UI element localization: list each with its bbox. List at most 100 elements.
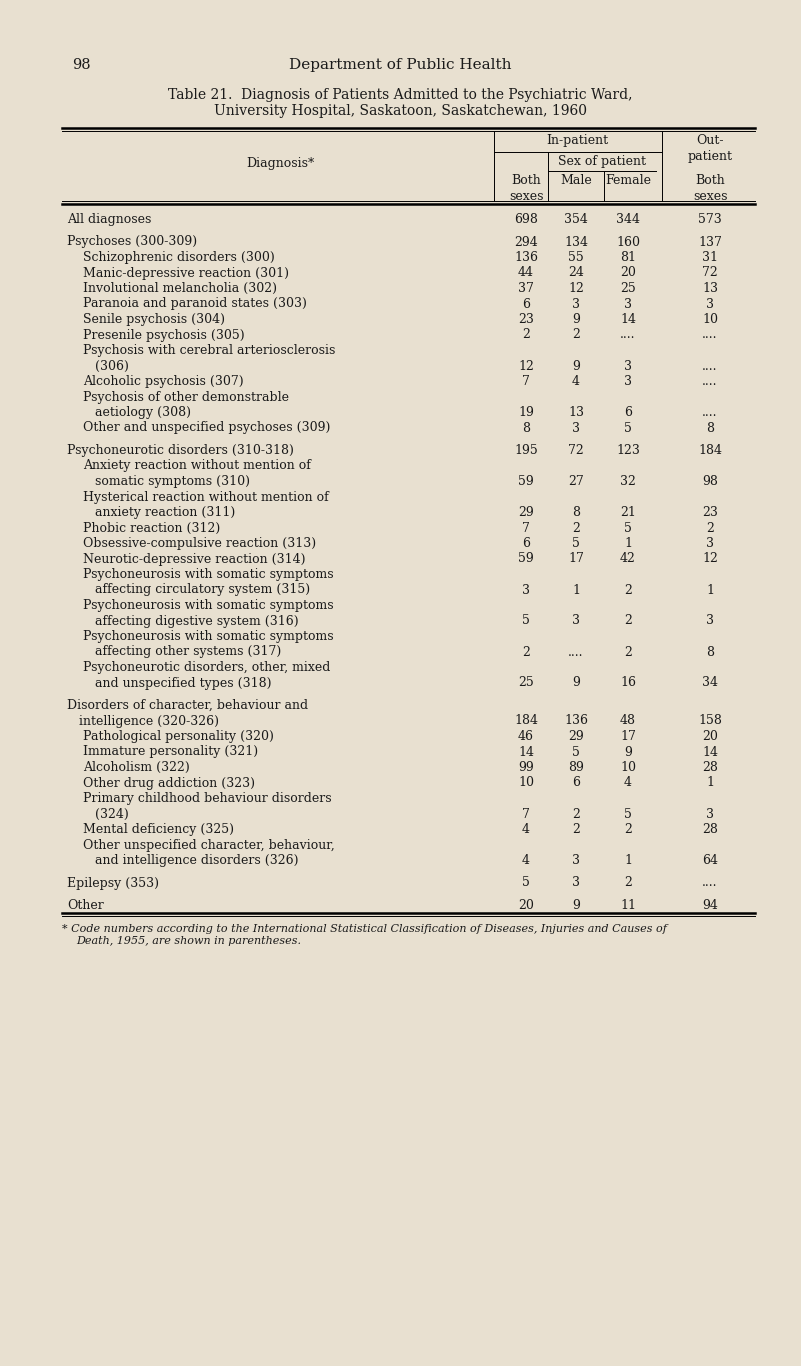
Text: Hysterical reaction without mention of: Hysterical reaction without mention of	[83, 490, 328, 504]
Text: Obsessive-compulsive reaction (313): Obsessive-compulsive reaction (313)	[83, 537, 316, 550]
Text: Mental deficiency (325): Mental deficiency (325)	[83, 822, 234, 836]
Text: 27: 27	[568, 475, 584, 488]
Text: somatic symptoms (310): somatic symptoms (310)	[83, 475, 250, 488]
Text: 98: 98	[702, 475, 718, 488]
Text: 1: 1	[624, 537, 632, 550]
Text: 184: 184	[514, 714, 538, 728]
Text: 13: 13	[702, 281, 718, 295]
Text: Pathological personality (320): Pathological personality (320)	[83, 729, 274, 743]
Text: 3: 3	[706, 807, 714, 821]
Text: 4: 4	[572, 376, 580, 388]
Text: 20: 20	[518, 899, 534, 912]
Text: 3: 3	[706, 298, 714, 310]
Text: 21: 21	[620, 505, 636, 519]
Text: 6: 6	[624, 406, 632, 419]
Text: 19: 19	[518, 406, 534, 419]
Text: Both
sexes: Both sexes	[509, 173, 543, 204]
Text: (306): (306)	[83, 359, 129, 373]
Text: ....: ....	[702, 877, 718, 889]
Text: ....: ....	[702, 406, 718, 419]
Text: 7: 7	[522, 522, 530, 534]
Text: 48: 48	[620, 714, 636, 728]
Text: 11: 11	[620, 899, 636, 912]
Text: Table 21.  Diagnosis of Patients Admitted to the Psychiatric Ward,: Table 21. Diagnosis of Patients Admitted…	[167, 87, 632, 102]
Text: 9: 9	[624, 746, 632, 758]
Text: 12: 12	[702, 552, 718, 566]
Text: ....: ....	[702, 359, 718, 373]
Text: 14: 14	[620, 313, 636, 326]
Text: 134: 134	[564, 235, 588, 249]
Text: Phobic reaction (312): Phobic reaction (312)	[83, 522, 220, 534]
Text: 99: 99	[518, 761, 534, 775]
Text: Psychosis with cerebral arteriosclerosis: Psychosis with cerebral arteriosclerosis	[83, 344, 336, 357]
Text: 13: 13	[568, 406, 584, 419]
Text: 354: 354	[564, 213, 588, 225]
Text: affecting digestive system (316): affecting digestive system (316)	[83, 615, 299, 627]
Text: Other and unspecified psychoses (309): Other and unspecified psychoses (309)	[83, 422, 330, 434]
Text: Psychoneurotic disorders, other, mixed: Psychoneurotic disorders, other, mixed	[83, 661, 330, 673]
Text: 1: 1	[624, 854, 632, 867]
Text: 72: 72	[702, 266, 718, 280]
Text: Diagnosis*: Diagnosis*	[246, 157, 314, 171]
Text: Sex of patient: Sex of patient	[558, 154, 646, 168]
Text: 2: 2	[624, 583, 632, 597]
Text: 14: 14	[702, 746, 718, 758]
Text: 64: 64	[702, 854, 718, 867]
Text: 29: 29	[518, 505, 534, 519]
Text: 160: 160	[616, 235, 640, 249]
Text: 3: 3	[624, 376, 632, 388]
Text: 3: 3	[706, 537, 714, 550]
Text: 2: 2	[624, 877, 632, 889]
Text: ....: ....	[702, 328, 718, 342]
Text: Disorders of character, behaviour and: Disorders of character, behaviour and	[67, 699, 308, 712]
Text: Primary childhood behaviour disorders: Primary childhood behaviour disorders	[83, 792, 332, 805]
Text: 3: 3	[572, 854, 580, 867]
Text: Senile psychosis (304): Senile psychosis (304)	[83, 313, 225, 326]
Text: ....: ....	[620, 328, 636, 342]
Text: 12: 12	[518, 359, 534, 373]
Text: 5: 5	[572, 537, 580, 550]
Text: 3: 3	[624, 359, 632, 373]
Text: 698: 698	[514, 213, 538, 225]
Text: 81: 81	[620, 251, 636, 264]
Text: 1: 1	[706, 776, 714, 790]
Text: 4: 4	[522, 854, 530, 867]
Text: 158: 158	[698, 714, 722, 728]
Text: Alcoholism (322): Alcoholism (322)	[83, 761, 190, 775]
Text: affecting circulatory system (315): affecting circulatory system (315)	[83, 583, 310, 597]
Text: Male: Male	[560, 173, 592, 187]
Text: Psychosis of other demonstrable: Psychosis of other demonstrable	[83, 391, 289, 403]
Text: (324): (324)	[83, 807, 129, 821]
Text: 23: 23	[518, 313, 534, 326]
Text: Manic-depressive reaction (301): Manic-depressive reaction (301)	[83, 266, 289, 280]
Text: Other: Other	[67, 899, 104, 912]
Text: 6: 6	[522, 537, 530, 550]
Text: 9: 9	[572, 359, 580, 373]
Text: Epilepsy (353): Epilepsy (353)	[67, 877, 159, 889]
Text: 20: 20	[620, 266, 636, 280]
Text: Anxiety reaction without mention of: Anxiety reaction without mention of	[83, 459, 311, 473]
Text: Alcoholic psychosis (307): Alcoholic psychosis (307)	[83, 376, 244, 388]
Text: 29: 29	[568, 729, 584, 743]
Text: 12: 12	[568, 281, 584, 295]
Text: 2: 2	[624, 615, 632, 627]
Text: 94: 94	[702, 899, 718, 912]
Text: and intelligence disorders (326): and intelligence disorders (326)	[83, 854, 299, 867]
Text: 2: 2	[522, 646, 530, 658]
Text: 28: 28	[702, 761, 718, 775]
Text: 3: 3	[522, 583, 530, 597]
Text: Psychoneurotic disorders (310-318): Psychoneurotic disorders (310-318)	[67, 444, 294, 458]
Text: 44: 44	[518, 266, 534, 280]
Text: 1: 1	[706, 583, 714, 597]
Text: * Code numbers according to the International Statistical Classification of Dise: * Code numbers according to the Internat…	[62, 923, 667, 933]
Text: 5: 5	[572, 746, 580, 758]
Text: 1: 1	[572, 583, 580, 597]
Text: 31: 31	[702, 251, 718, 264]
Text: 3: 3	[572, 877, 580, 889]
Text: 3: 3	[624, 298, 632, 310]
Text: 8: 8	[706, 646, 714, 658]
Text: 4: 4	[522, 822, 530, 836]
Text: In-patient: In-patient	[546, 134, 608, 148]
Text: 10: 10	[518, 776, 534, 790]
Text: Female: Female	[605, 173, 651, 187]
